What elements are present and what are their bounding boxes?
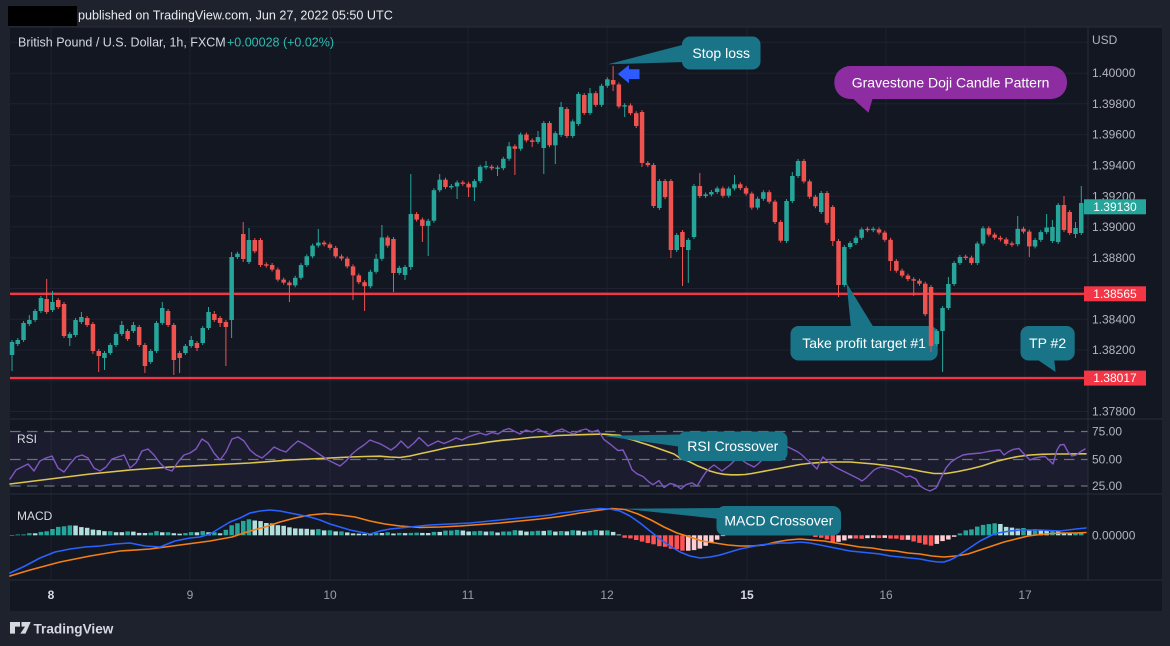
svg-text:1.39600: 1.39600	[1092, 128, 1136, 142]
svg-text:published on TradingView.com,: published on TradingView.com, Jun 27, 20…	[78, 9, 393, 23]
svg-text:9: 9	[187, 588, 194, 602]
svg-text:17: 17	[1018, 588, 1032, 602]
svg-text:MACD: MACD	[17, 509, 53, 523]
svg-text:+0.00028 (+0.02%): +0.00028 (+0.02%)	[227, 36, 334, 50]
svg-text:RSI Crossover: RSI Crossover	[687, 438, 778, 454]
svg-text:1.38800: 1.38800	[1092, 251, 1136, 265]
svg-text:50.00: 50.00	[1092, 453, 1122, 467]
svg-text:10: 10	[323, 588, 337, 602]
svg-text:USD: USD	[1092, 33, 1118, 47]
svg-text:1.39800: 1.39800	[1092, 97, 1136, 111]
svg-text:TP #2: TP #2	[1029, 335, 1066, 351]
svg-text:1.39400: 1.39400	[1092, 159, 1136, 173]
svg-text:British Pound / U.S. Dollar, 1: British Pound / U.S. Dollar, 1h, FXCM	[18, 36, 226, 50]
svg-text:Stop loss: Stop loss	[692, 45, 750, 61]
svg-text:1.37800: 1.37800	[1092, 405, 1136, 419]
svg-text:8: 8	[48, 588, 55, 602]
svg-text:16: 16	[879, 588, 893, 602]
svg-text:25.00: 25.00	[1092, 479, 1122, 493]
svg-text:1.38400: 1.38400	[1092, 312, 1136, 326]
svg-text:1.38017: 1.38017	[1093, 371, 1137, 385]
svg-text:12: 12	[600, 588, 614, 602]
svg-text:RSI: RSI	[17, 432, 37, 446]
svg-text:Take profit target #1: Take profit target #1	[802, 335, 926, 351]
svg-text:TradingView: TradingView	[34, 622, 114, 637]
svg-text:11: 11	[462, 588, 475, 602]
svg-text:0.00000: 0.00000	[1092, 528, 1136, 542]
svg-text:1.40000: 1.40000	[1092, 66, 1136, 80]
svg-text:1.38565: 1.38565	[1093, 287, 1137, 301]
svg-text:1.39000: 1.39000	[1092, 220, 1136, 234]
svg-text:15: 15	[740, 588, 754, 602]
svg-text:MACD Crossover: MACD Crossover	[724, 513, 833, 529]
svg-text:75.00: 75.00	[1092, 425, 1122, 439]
svg-text:1.38200: 1.38200	[1092, 343, 1136, 357]
svg-text:1.39130: 1.39130	[1093, 200, 1137, 214]
svg-text:Gravestone Doji Candle Pattern: Gravestone Doji Candle Pattern	[852, 74, 1050, 90]
